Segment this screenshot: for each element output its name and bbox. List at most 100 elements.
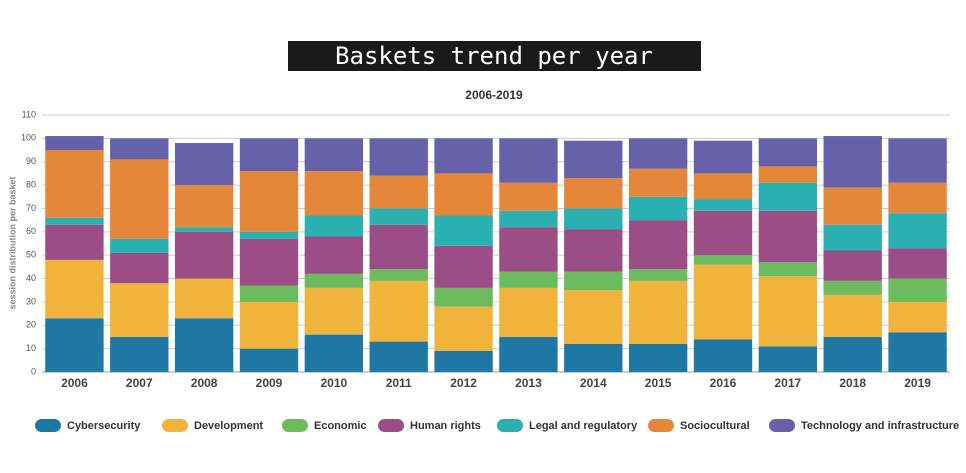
bar-segment [434,287,493,307]
bar-segment [110,252,169,284]
legend-label: Cybersecurity [67,420,141,432]
bar-segment [304,236,364,274]
bar-segment [628,343,688,372]
legend-marker [162,419,188,432]
bar-segment [45,318,104,372]
y-tick-label: 30 [26,296,36,306]
x-tick-label: 2017 [775,376,802,390]
bar-segment [434,350,493,372]
bar-segment [758,262,818,277]
bar-segment [174,278,234,319]
bar-segment [823,136,882,188]
x-tick-label: 2014 [580,376,607,390]
bar-segment [758,276,818,347]
y-tick-label: 40 [26,273,36,283]
bar-segment [45,150,104,218]
bar-segment [369,138,428,176]
bar-segment [45,224,104,260]
y-tick-label: 0 [31,366,36,376]
bar-segment [110,238,169,253]
bar-segment [369,175,428,209]
y-tick-label: 90 [26,156,36,166]
bar-segment [369,208,428,225]
legend-marker [648,419,674,432]
bar-segment [174,227,234,232]
bar-segment [628,269,688,281]
chart-title: Baskets trend per year [335,42,653,70]
legend-label: Legal and regulatory [529,420,638,432]
bar-segment [564,343,623,372]
bar-segment [239,238,299,286]
bar-segment [823,280,882,295]
y-tick-label: 110 [22,109,36,119]
bar-segment [174,318,234,372]
title-box [288,41,701,71]
bar-segment [823,250,882,281]
x-tick-label: 2013 [515,376,542,390]
bar-segment [758,182,818,211]
bar-segment [239,301,299,349]
chart-subtitle: 2006-2019 [465,88,523,102]
legend-label: Human rights [410,420,481,432]
bar-segment [693,255,753,265]
legend-marker [497,419,523,432]
bar-segment [758,138,818,167]
x-tick-label: 2006 [61,376,88,390]
bar-segment [304,334,364,372]
y-tick-label: 60 [26,226,36,236]
legend-marker [35,419,61,432]
bar-segment [174,185,234,228]
bar-segment [239,285,299,302]
bar-segment [693,339,753,372]
bar-segment [369,269,428,281]
x-tick-label: 2019 [904,376,931,390]
bar-segment [239,171,299,232]
x-tick-label: 2015 [645,376,672,390]
bar-segment [45,136,104,151]
y-tick-label: 100 [21,133,36,143]
legend-label: Technology and infrastructure [801,420,959,432]
bar-segment [110,159,169,239]
legend-marker [282,419,308,432]
bar-segment [888,138,947,183]
bar-segment [239,138,299,172]
bar-segment [45,217,104,225]
bar-segment [888,278,947,302]
bar-segment [499,138,558,183]
legend-label: Economic [314,420,367,432]
bar-segment [628,168,688,197]
bar-segment [369,280,428,342]
bar-segment [239,348,299,372]
legend-marker [378,419,404,432]
bar-segment [110,138,169,160]
bar-segment [499,271,558,288]
x-tick-label: 2007 [126,376,153,390]
bar-segment [693,264,753,340]
bar-segment [110,283,169,337]
bar-segment [304,287,364,335]
bar-segment [564,140,623,179]
bar-segment [888,301,947,333]
bar-segment [823,187,882,225]
bar-segment [564,229,623,272]
bar-segment [628,280,688,344]
x-tick-label: 2011 [386,376,412,390]
bar-segment [564,271,623,291]
bar-segment [823,224,882,251]
bar-segment [693,173,753,200]
bar-segment [888,248,947,279]
bar-segment [174,231,234,279]
legend-label: Sociocultural [680,420,750,432]
bar-segment [434,245,493,288]
bar-segment [369,224,428,270]
legend-label: Development [194,420,263,432]
bar-segment [304,215,364,237]
y-tick-label: 10 [26,343,36,353]
x-tick-label: 2008 [191,376,218,390]
bar-segment [369,341,428,372]
bar-segment [888,182,947,214]
bar-segment [758,166,818,183]
bar-segment [499,210,558,228]
x-tick-label: 2010 [321,376,348,390]
